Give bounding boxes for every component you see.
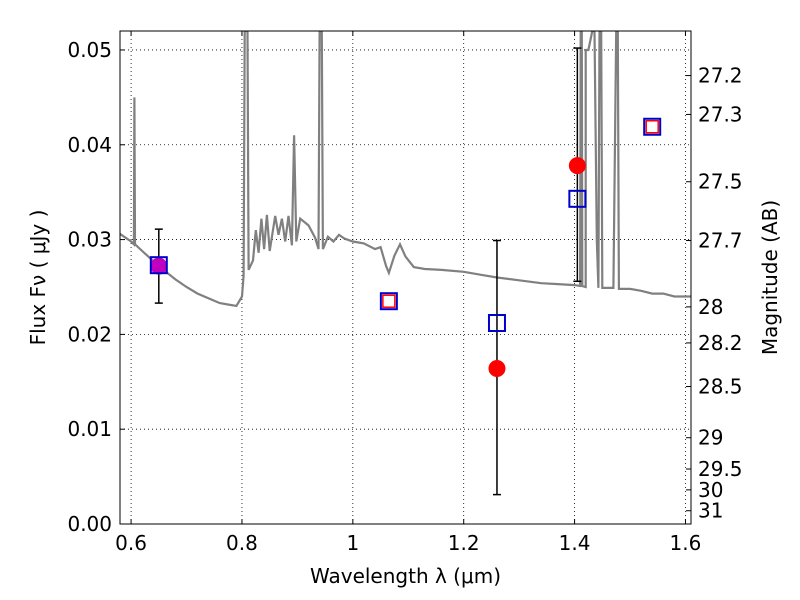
x-tick-label: 0.8 <box>226 531 258 555</box>
grid <box>120 31 691 525</box>
right-tick-label: 29 <box>698 426 723 450</box>
right-tick-label: 27.5 <box>698 170 743 194</box>
model-square-blue <box>568 189 587 208</box>
model-spectrum <box>120 31 691 308</box>
y-tick-label: 0.04 <box>67 133 112 157</box>
x-tick-label: 1.4 <box>559 531 591 555</box>
x-axis-label: Wavelength λ (μm) <box>310 564 501 588</box>
x-tick-label: 1 <box>346 531 359 555</box>
observed-point <box>488 360 506 378</box>
spectrum-line <box>120 31 691 308</box>
x-tick-label: 0.6 <box>115 531 147 555</box>
model-square-blue <box>379 292 398 311</box>
model-square-blue <box>487 314 506 333</box>
right-tick-label: 28 <box>698 295 723 319</box>
right-tick-label: 27.3 <box>698 102 743 126</box>
y-tick-label: 0.03 <box>67 228 112 252</box>
model-square-blue <box>149 256 168 275</box>
y-axis-label-right: Magnitude (AB) <box>758 200 782 355</box>
model-square-red <box>645 120 659 134</box>
x-tick-label: 1.6 <box>670 531 702 555</box>
y-tick-label: 0.05 <box>67 38 112 62</box>
y-tick-label: 0.00 <box>67 512 112 536</box>
right-tick-label: 27.7 <box>698 229 743 253</box>
plot-frame <box>119 30 692 525</box>
right-tick-label: 28.5 <box>698 375 743 399</box>
y-tick-label: 0.02 <box>67 322 112 346</box>
model-square-blue <box>643 117 662 136</box>
model-square-red <box>382 294 396 308</box>
data-points <box>149 47 662 496</box>
right-tick-label: 29.5 <box>698 457 743 481</box>
right-tick-label: 27.2 <box>698 64 743 88</box>
right-tick-label: 30 <box>698 478 723 502</box>
y-axis-label-left: Flux Fν ( μJy ) <box>26 210 50 346</box>
y-tick-label: 0.01 <box>67 417 112 441</box>
observed-point <box>568 157 586 175</box>
right-tick-label: 31 <box>698 499 723 523</box>
right-tick-label: 28.2 <box>698 331 743 355</box>
axis-ticks: 0.6 0.8 1 1.2 1.4 1.6 0.00 0.01 0.02 0.03 0.04 0.05… <box>67 31 743 555</box>
observed-point <box>150 257 168 275</box>
x-tick-label: 1.2 <box>448 531 480 555</box>
